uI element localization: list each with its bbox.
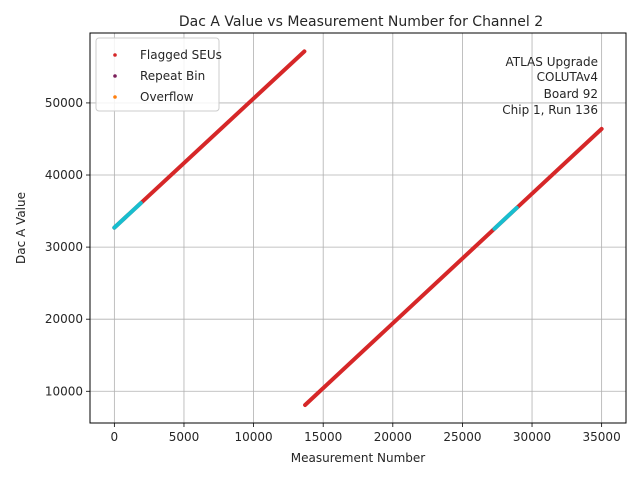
- legend-marker-flagged-seus: [113, 53, 117, 57]
- x-tick-label: 30000: [513, 430, 551, 444]
- x-axis-label: Measurement Number: [291, 451, 425, 465]
- chart-title: Dac A Value vs Measurement Number for Ch…: [179, 14, 543, 30]
- legend-box: [95, 37, 220, 112]
- x-axis: 0 5000 10000 15000 20000 25000 30000 35000: [111, 423, 621, 444]
- highlight-points: [112, 201, 143, 230]
- legend: Flagged SEUs Repeat Bin Overflow: [95, 37, 222, 112]
- legend-marker-repeat-bin: [113, 74, 117, 78]
- annotation-line-4: Chip 1, Run 136: [502, 103, 598, 117]
- annotation-line-2: COLUTAv4: [537, 70, 598, 84]
- y-tick-label: 40000: [45, 168, 83, 182]
- x-tick-label: 0: [111, 430, 119, 444]
- x-tick-label: 10000: [234, 430, 272, 444]
- y-axis: 10000 20000 30000 40000 50000: [45, 96, 90, 398]
- annotation: ATLAS Upgrade COLUTAv4 Board 92 Chip 1, …: [502, 55, 598, 117]
- x-tick-label: 5000: [169, 430, 200, 444]
- y-tick-label: 30000: [45, 240, 83, 254]
- y-tick-label: 10000: [45, 384, 83, 398]
- grid: [90, 33, 626, 423]
- legend-label-overflow: Overflow: [140, 90, 194, 104]
- data-layer: [112, 49, 604, 407]
- legend-label-repeat-bin: Repeat Bin: [140, 69, 205, 83]
- y-axis-label: Dac A Value: [14, 192, 28, 264]
- x-tick-label: 25000: [443, 430, 481, 444]
- legend-label-flagged-seus: Flagged SEUs: [140, 48, 222, 62]
- highlight-points: [492, 205, 519, 231]
- x-tick-label: 20000: [374, 430, 412, 444]
- x-tick-label: 15000: [304, 430, 342, 444]
- y-tick-label: 50000: [45, 96, 83, 110]
- legend-marker-overflow: [113, 95, 117, 99]
- x-tick-label: 35000: [583, 430, 621, 444]
- y-tick-label: 20000: [45, 312, 83, 326]
- flagged-seus-points: [112, 49, 307, 230]
- plot-frame: [89, 32, 627, 424]
- annotation-line-3: Board 92: [544, 87, 598, 101]
- annotation-line-1: ATLAS Upgrade: [505, 55, 598, 69]
- flagged-seus-points: [303, 126, 604, 407]
